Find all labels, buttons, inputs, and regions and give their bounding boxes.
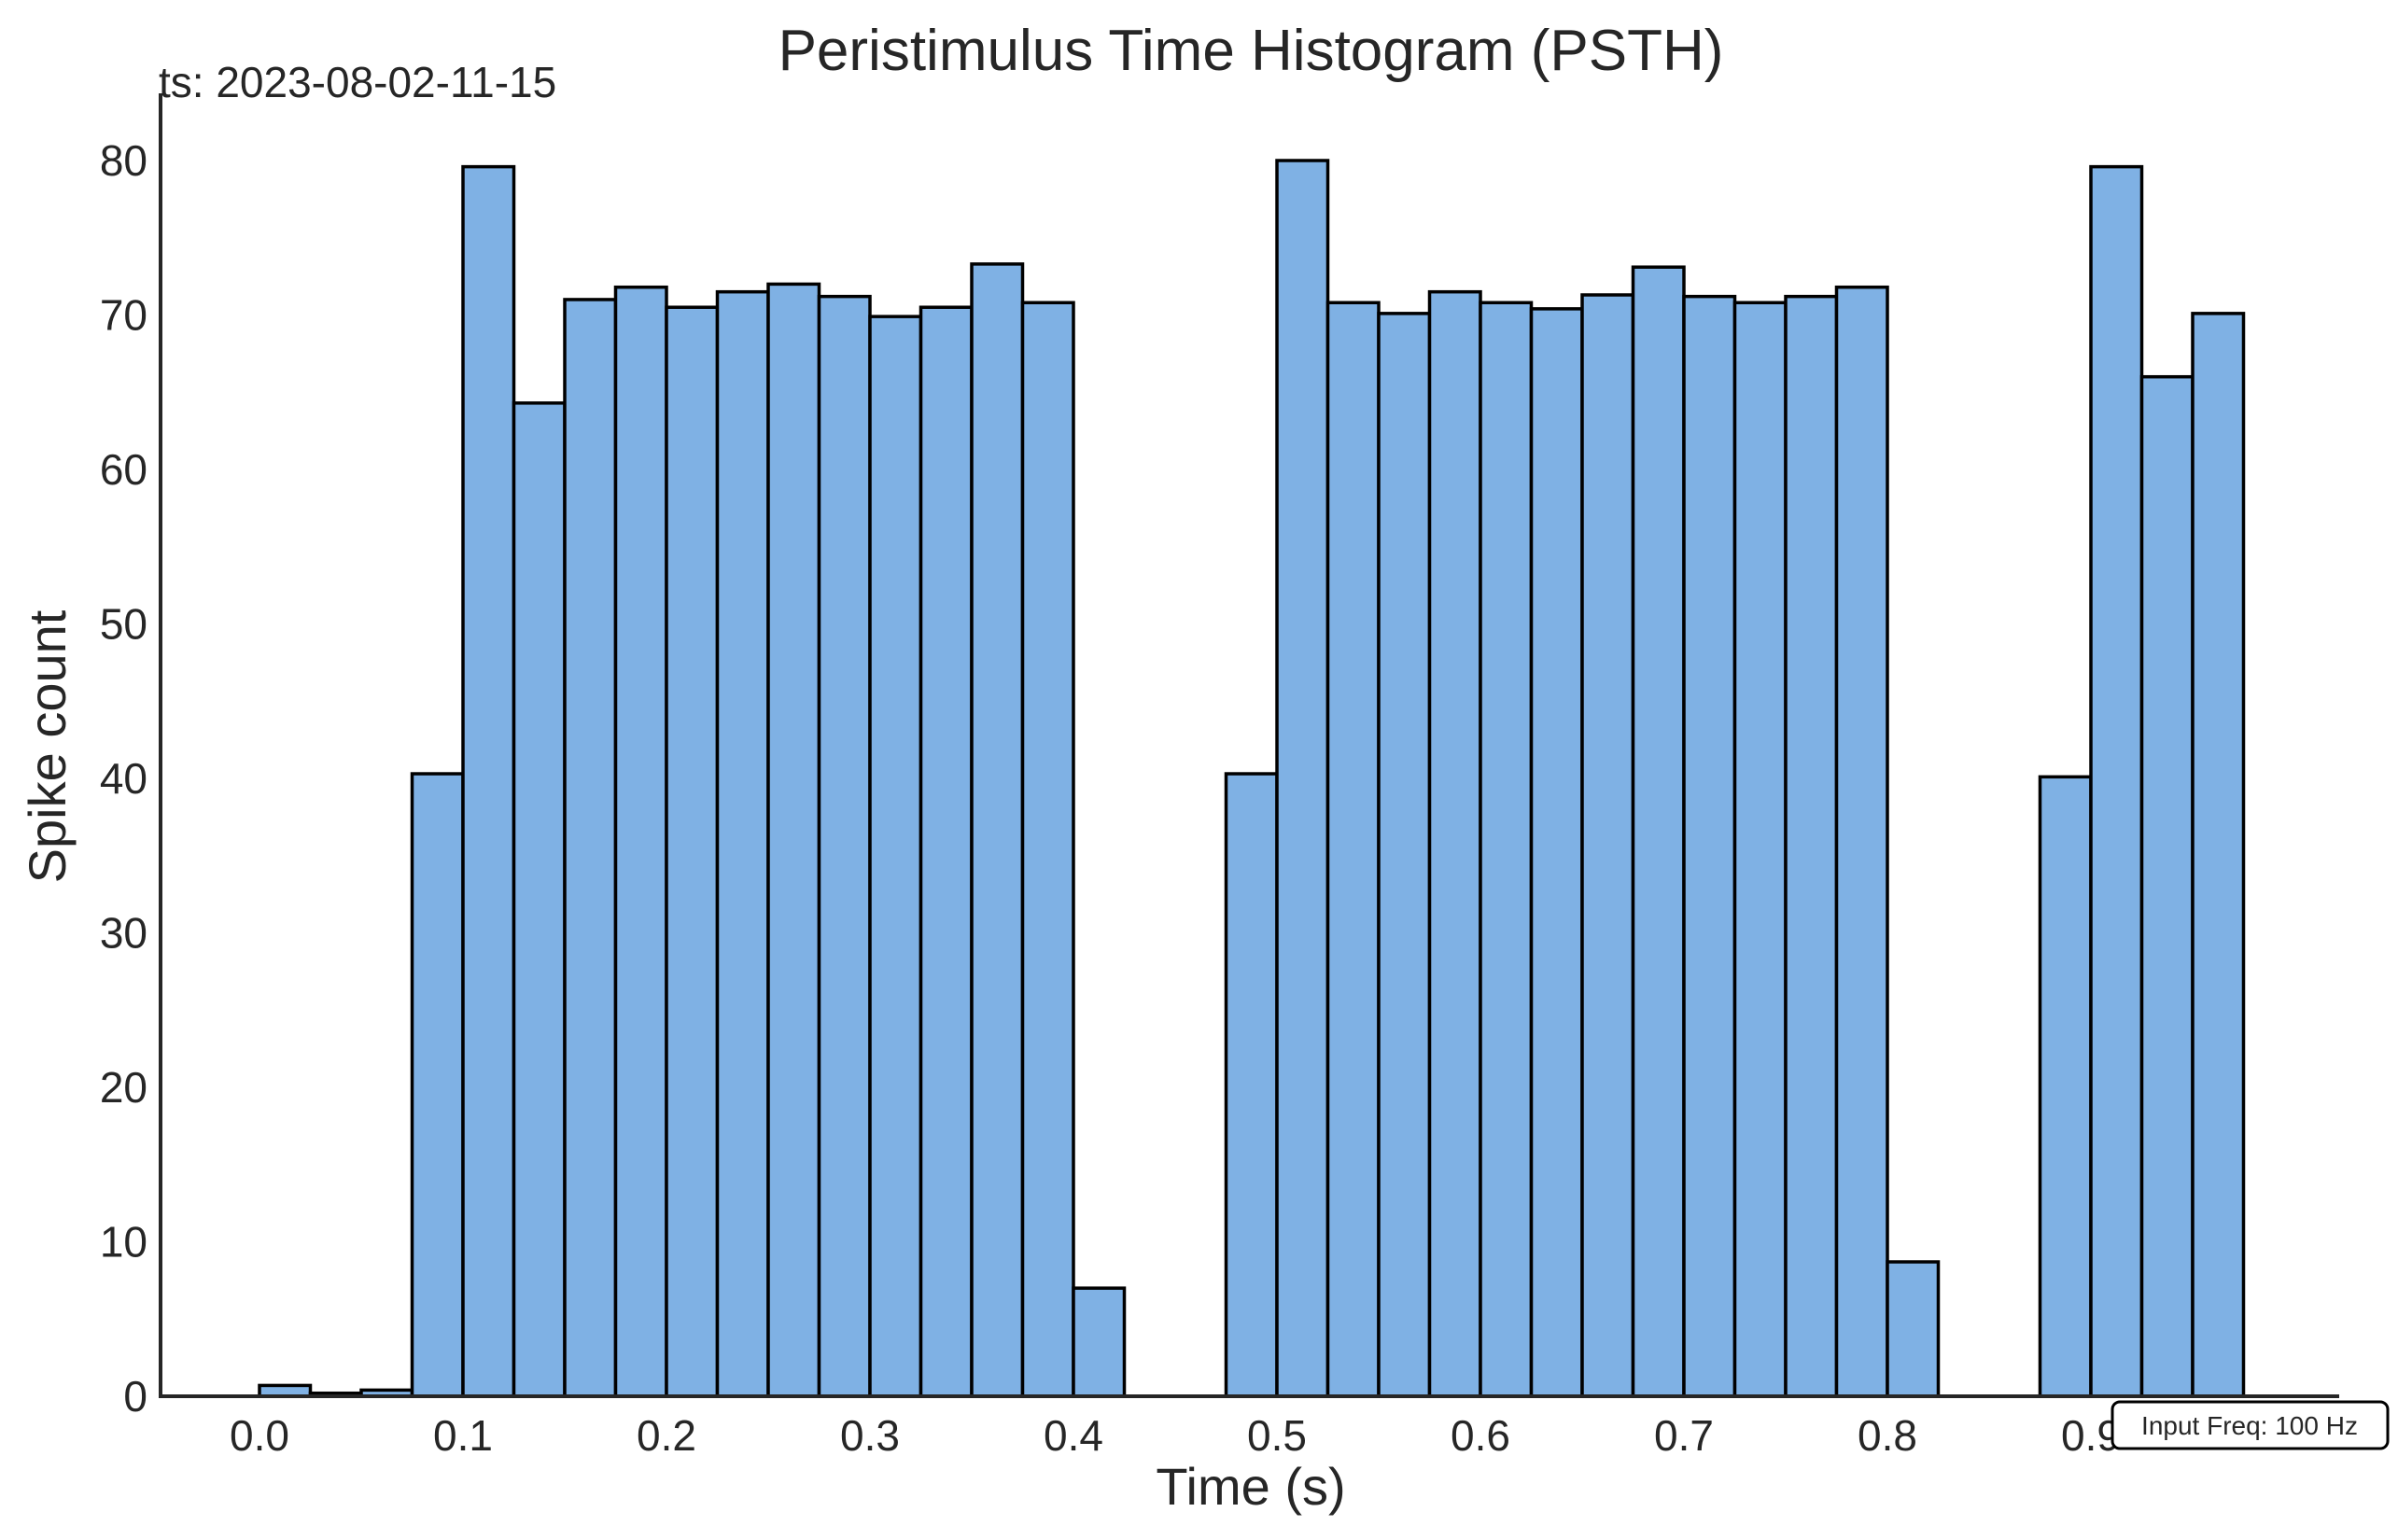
- histogram-bar: [1682, 294, 1737, 1398]
- histogram-bar: [1529, 307, 1584, 1398]
- histogram-bar: [817, 294, 872, 1398]
- x-tick-label: 0.9: [2061, 1411, 2121, 1460]
- x-tick-label: 0.1: [433, 1411, 493, 1460]
- histogram-bar: [613, 285, 668, 1398]
- y-tick-label: 60: [100, 445, 147, 494]
- y-tick-label: 40: [100, 754, 147, 803]
- x-tick-label: 0.4: [1044, 1411, 1103, 1460]
- histogram-bar: [410, 772, 465, 1398]
- x-axis-label: Time (s): [1156, 1457, 1345, 1516]
- y-tick-label: 20: [100, 1063, 147, 1112]
- histogram-bar: [919, 305, 974, 1398]
- histogram-bar: [1427, 289, 1482, 1398]
- chart-title: Peristimulus Time Histogram (PSTH): [778, 19, 1724, 83]
- x-tick-label: 0.6: [1451, 1411, 1510, 1460]
- histogram-bar: [1580, 293, 1635, 1398]
- histogram-bar: [665, 305, 720, 1398]
- histogram-bar: [715, 289, 770, 1398]
- y-tick-label: 50: [100, 600, 147, 649]
- histogram-bar: [766, 282, 821, 1398]
- histogram-bar: [970, 262, 1025, 1398]
- histogram-bar: [1732, 301, 1788, 1398]
- x-tick-label: 0.7: [1654, 1411, 1714, 1460]
- histogram-bar: [868, 315, 923, 1398]
- x-tick-label: 0.2: [637, 1411, 696, 1460]
- y-tick-label: 70: [100, 291, 147, 340]
- input-frequency-box: Input Freq: 100 Hz: [2111, 1400, 2390, 1450]
- histogram-bar: [2038, 775, 2093, 1398]
- histogram-bar: [2089, 164, 2144, 1398]
- histogram-bar: [1377, 312, 1432, 1398]
- y-tick-label: 30: [100, 909, 147, 958]
- input-frequency-label: Input Freq: 100 Hz: [2141, 1411, 2358, 1440]
- histogram-bar: [512, 401, 567, 1398]
- y-axis-label: Spike count: [18, 609, 77, 883]
- histogram-bar: [1275, 159, 1330, 1398]
- histogram-bar: [1784, 294, 1839, 1398]
- histogram-bar: [2139, 374, 2195, 1398]
- histogram-bar: [1072, 1286, 1127, 1398]
- histogram-bar: [1224, 772, 1279, 1398]
- histogram-bar: [1834, 285, 1889, 1398]
- histogram-bar: [1020, 301, 1075, 1398]
- y-tick-label: 80: [100, 136, 147, 185]
- histogram-bar: [563, 298, 618, 1398]
- histogram-bars: [258, 159, 2246, 1398]
- x-tick-label: 0.3: [840, 1411, 900, 1460]
- timestamp-label: ts: 2023-08-02-11-15: [159, 58, 556, 106]
- histogram-bar: [1631, 265, 1686, 1398]
- y-axis-ticks: 0 10 20 30 40 50 60 70 80: [100, 136, 147, 1421]
- x-tick-label: 0.8: [1858, 1411, 1917, 1460]
- x-axis-ticks: 0.0 0.1 0.2 0.3 0.4 0.5 0.6 0.7 0.8 0.9: [230, 1411, 2121, 1460]
- histogram-bar: [461, 164, 516, 1398]
- y-tick-label: 0: [123, 1372, 147, 1421]
- histogram-bar: [2191, 312, 2246, 1398]
- histogram-bar: [1479, 301, 1534, 1398]
- histogram-bar: [1325, 301, 1381, 1398]
- y-tick-label: 10: [100, 1218, 147, 1267]
- x-tick-label: 0.0: [230, 1411, 289, 1460]
- x-tick-label: 0.5: [1247, 1411, 1307, 1460]
- histogram-bar: [1886, 1260, 1941, 1398]
